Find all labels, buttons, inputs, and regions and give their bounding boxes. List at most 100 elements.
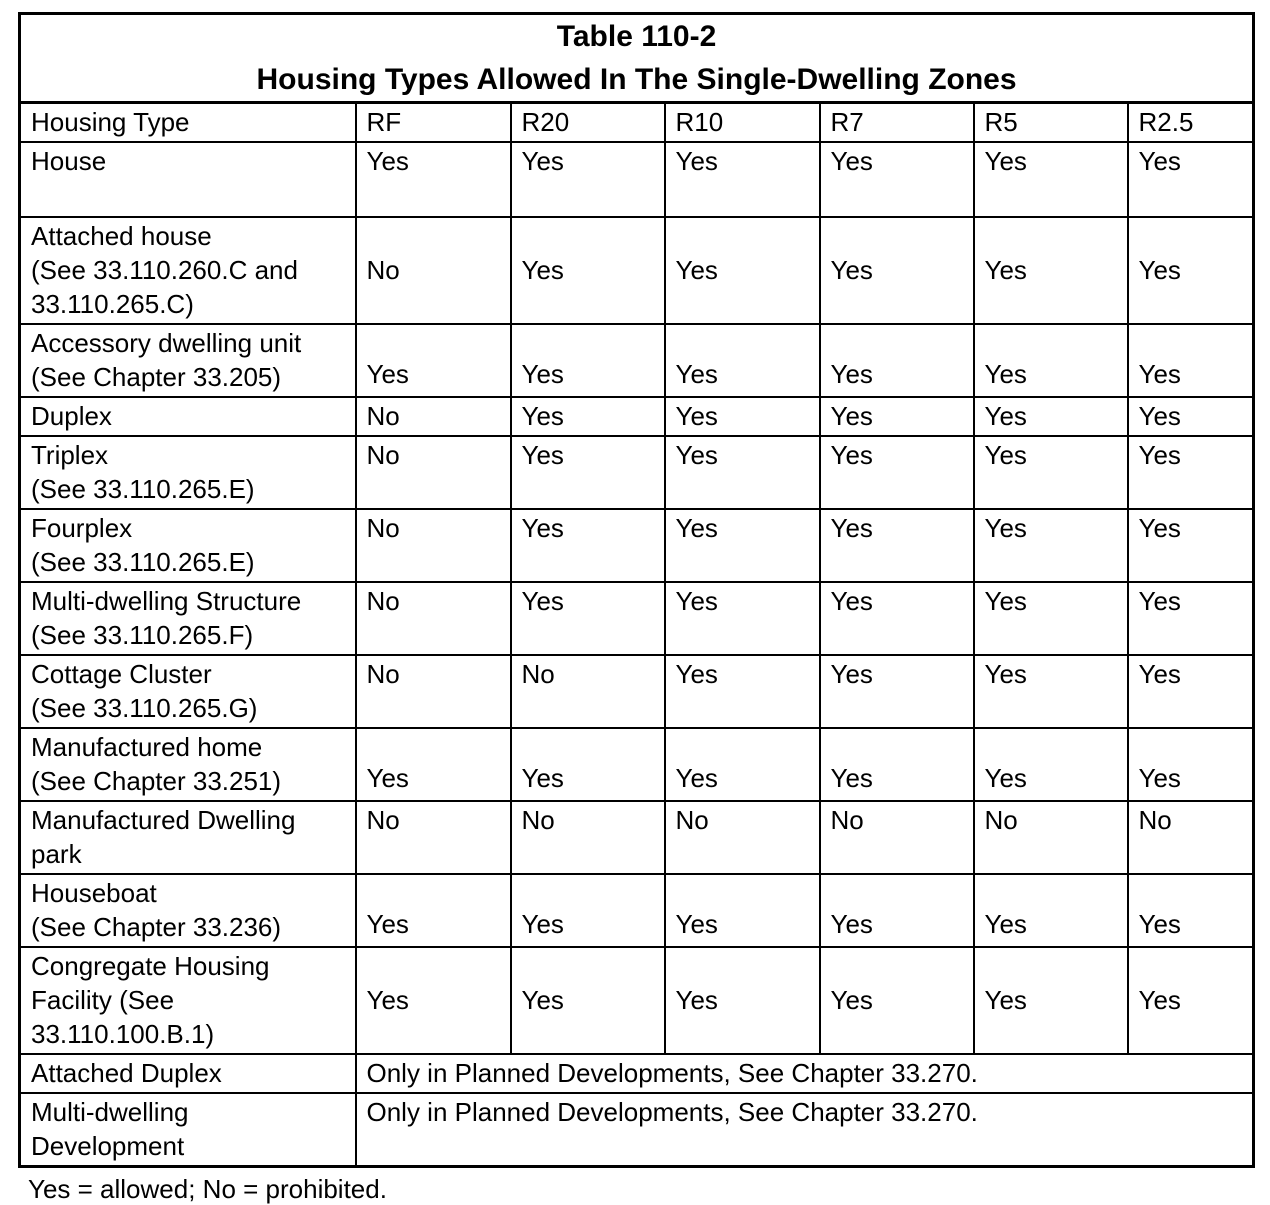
housing-type-label-line: (See Chapter 33.236) (31, 912, 282, 942)
zone-allowance-cell: Yes (1126, 396, 1255, 437)
housing-type-label-line: Accessory dwelling unit (31, 328, 302, 358)
zone-allowance-cell: Yes (509, 435, 666, 510)
housing-type-cell: Houseboat (See Chapter 33.236) (18, 873, 357, 948)
zone-allowance-cell: Yes (663, 435, 821, 510)
housing-type-cell: House (18, 141, 357, 218)
zone-allowance-cell: Yes (509, 581, 666, 656)
housing-type-label-line: Houseboat (31, 878, 157, 908)
zone-allowance-cell: Yes (972, 654, 1129, 729)
zone-allowance-cell: Yes (1126, 435, 1255, 510)
zone-allowance-cell: Yes (663, 323, 821, 398)
zone-allowance-cell: Yes (1126, 654, 1255, 729)
zone-allowance-cell: Yes (818, 946, 975, 1055)
zone-allowance-cell: Yes (1126, 141, 1255, 218)
housing-type-cell: Multi-dwelling Structure (See 33.110.265.… (18, 581, 357, 656)
table-row: Accessory dwelling unit (See Chapter 33.2… (18, 323, 1255, 398)
zone-allowance-cell: Yes (509, 323, 666, 398)
zone-allowance-cell: Yes (818, 727, 975, 802)
zone-allowance-cell: No (509, 654, 666, 729)
planned-development-note-cell: Only in Planned Developments, See Chapte… (354, 1092, 1255, 1168)
housing-type-cell: Accessory dwelling unit (See Chapter 33.2… (18, 323, 357, 398)
zone-allowance-cell: Yes (818, 216, 975, 325)
zone-allowance-cell: No (354, 435, 512, 510)
housing-type-label-line: (See 33.110.265.E) (31, 547, 255, 577)
housing-type-label-line: Multi-dwelling Structure (31, 586, 302, 616)
housing-type-label-line: 33.110.100.B.1) (31, 1019, 215, 1049)
table-title: Housing Types Allowed In The Single-Dwel… (256, 63, 1017, 96)
zone-allowance-cell: No (354, 800, 512, 875)
zone-allowance-cell: Yes (972, 141, 1129, 218)
legend-note: Yes = allowed; No = prohibited. (28, 1174, 387, 1204)
table-row: Cottage Cluster (See 33.110.265.G) No No Yes… (18, 654, 1255, 729)
zone-allowance-cell: Yes (972, 727, 1129, 802)
housing-type-cell: Congregate Housing Facility (See 33.110.10… (18, 946, 357, 1055)
zone-allowance-cell: Yes (663, 141, 821, 218)
zone-allowance-cell: Yes (1126, 946, 1255, 1055)
table-number: Table 110-2 (556, 20, 717, 53)
zone-allowance-cell: No (354, 216, 512, 325)
zone-allowance-cell: Yes (663, 581, 821, 656)
housing-type-cell: Attached house (See 33.110.260.C and 33.11… (18, 216, 357, 325)
col-header-r7: R7 (818, 101, 975, 143)
zone-allowance-cell: Yes (1126, 581, 1255, 656)
housing-type-label-line: Manufactured home (31, 732, 263, 762)
table-title-cell: Table 110-2 Housing Types Allowed In The… (18, 12, 1255, 104)
housing-type-label-line: Development (31, 1131, 185, 1161)
zone-allowance-cell: Yes (1126, 873, 1255, 948)
table-row: Attached Duplex Only in Planned Developme… (18, 1053, 1255, 1094)
col-header-housing-type: Housing Type (18, 101, 357, 143)
housing-type-cell: Fourplex (See 33.110.265.E) (18, 508, 357, 583)
table-row: Attached house (See 33.110.260.C and 33.11… (18, 216, 1255, 325)
table-row: Houseboat (See Chapter 33.236) Yes Yes Yes Ye… (18, 873, 1255, 948)
housing-type-label-line: Congregate Housing (31, 951, 270, 981)
col-header-rf: RF (354, 101, 512, 143)
zone-allowance-cell: Yes (818, 396, 975, 437)
housing-type-cell: Cottage Cluster (See 33.110.265.G) (18, 654, 357, 729)
zone-allowance-cell: Yes (818, 435, 975, 510)
housing-type-label-line: (See Chapter 33.251) (31, 766, 282, 796)
zone-allowance-cell: Yes (972, 873, 1129, 948)
housing-type-label-line: Attached house (31, 221, 212, 251)
zone-allowance-cell: No (663, 800, 821, 875)
housing-type-label-line: Multi-dwelling (31, 1097, 189, 1127)
table-row: Triplex (See 33.110.265.E) No Yes Yes Yes Yes Y… (18, 435, 1255, 510)
zone-allowance-cell: Yes (818, 508, 975, 583)
zone-allowance-cell: Yes (509, 873, 666, 948)
housing-type-cell: Multi-dwelling Development (18, 1092, 357, 1168)
column-header-row: Housing Type RF R20 R10 R7 R5 R2.5 (18, 101, 1255, 143)
housing-type-label-line: Duplex (31, 401, 112, 431)
zone-allowance-cell: No (354, 581, 512, 656)
zone-allowance-cell: Yes (1126, 323, 1255, 398)
table-row: Multi-dwelling Structure (See 33.110.265.… (18, 581, 1255, 656)
zone-allowance-cell: No (509, 800, 666, 875)
zone-allowance-cell: Yes (509, 141, 666, 218)
table-row: Manufactured home (See Chapter 33.251) Yes… (18, 727, 1255, 802)
housing-type-label-line: Manufactured Dwelling (31, 805, 296, 835)
zone-allowance-cell: Yes (509, 216, 666, 325)
zone-allowance-cell: Yes (818, 581, 975, 656)
housing-type-cell: Attached Duplex (18, 1053, 357, 1094)
zone-allowance-cell: Yes (354, 727, 512, 802)
table-row: Manufactured Dwelling park No No No No No No (18, 800, 1255, 875)
table-row: Congregate Housing Facility (See 33.110.10… (18, 946, 1255, 1055)
housing-type-label-line: Cottage Cluster (31, 659, 212, 689)
zone-allowance-cell: Yes (509, 946, 666, 1055)
zone-allowance-cell: Yes (663, 727, 821, 802)
zone-allowance-cell: No (1126, 800, 1255, 875)
housing-type-label-line: park (31, 839, 82, 869)
col-header-r2-5: R2.5 (1126, 101, 1255, 143)
table-body: House Yes Yes Yes Yes Yes Yes Attached house (Se… (18, 141, 1255, 1168)
housing-type-label-line: (See 33.110.265.G) (31, 693, 258, 723)
planned-development-note-cell: Only in Planned Developments, See Chapte… (354, 1053, 1255, 1094)
zone-allowance-cell: Yes (663, 946, 821, 1055)
housing-type-cell: Manufactured Dwelling park (18, 800, 357, 875)
col-header-r5: R5 (972, 101, 1129, 143)
housing-type-label-line: Fourplex (31, 513, 133, 543)
housing-types-table: Table 110-2 Housing Types Allowed In The… (18, 12, 1256, 1168)
housing-type-label-line: 33.110.265.C) (31, 289, 194, 319)
zone-allowance-cell: Yes (1126, 508, 1255, 583)
housing-type-cell: Manufactured home (See Chapter 33.251) (18, 727, 357, 802)
table-title-row: Table 110-2 Housing Types Allowed In The… (18, 12, 1255, 104)
housing-type-cell: Triplex (See 33.110.265.E) (18, 435, 357, 510)
